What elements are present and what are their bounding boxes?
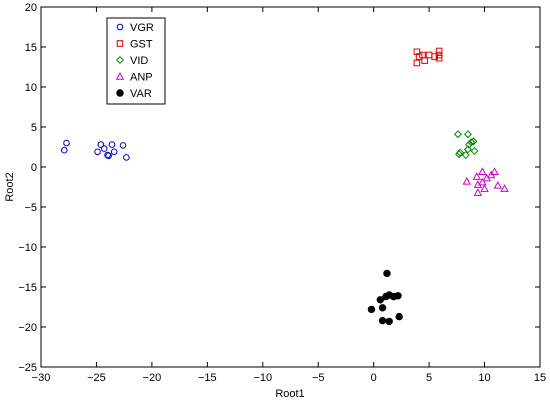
legend-item-var: VAR [116,88,152,100]
data-point [119,142,127,149]
data-point [482,173,492,182]
data-point [97,141,105,148]
y-axis-title: Root2 [4,172,16,201]
data-point [104,151,111,159]
legend-marker [115,55,125,65]
data-point [421,57,428,64]
data-point [431,53,438,60]
x-tick-label: −30 [32,372,51,384]
data-point [376,296,385,304]
legend-item-anp: ANP [115,72,153,84]
data-point [463,130,472,139]
legend-label: VAR [130,88,152,100]
legend-label: GST [130,39,153,51]
x-tick-label: −10 [253,372,272,384]
y-tick-label: 15 [25,42,37,54]
data-point [453,130,462,139]
data-point [469,137,478,146]
data-point [105,152,112,160]
data-point [490,167,499,176]
data-point [435,54,443,62]
x-tick-label: −20 [143,372,162,384]
data-point [470,146,479,156]
series-vid [453,130,479,160]
data-point [378,316,387,325]
data-point [383,269,391,278]
data-point [123,154,130,161]
data-point [367,305,376,314]
data-point [478,167,487,176]
data-point [478,177,487,186]
data-point [461,150,470,160]
x-tick-label: 15 [534,372,546,384]
legend-item-vid: VID [115,55,148,67]
x-tick-label: 5 [426,372,432,384]
series-var [367,269,403,326]
data-point [63,139,70,147]
y-tick-label: 5 [31,122,37,134]
legend-item-gst: GST [116,39,153,51]
data-point [108,141,116,148]
data-point [94,148,101,156]
data-point [110,148,118,156]
data-point [413,59,421,67]
legend-marker [116,89,124,97]
legend-box [106,17,166,105]
legend-marker [116,23,124,31]
data-point [473,188,483,196]
x-tick-label: −15 [198,372,217,384]
y-tick-label: −25 [18,362,37,374]
data-point [395,312,403,321]
data-point [394,292,402,300]
data-point [385,317,393,326]
y-tick-label: −15 [18,282,37,294]
data-point [60,146,68,154]
y-tick-label: 10 [25,82,37,94]
legend-label: ANP [130,72,153,84]
data-point [493,180,503,189]
legend-marker [116,40,124,47]
y-tick-label: −20 [18,322,37,334]
data-point [100,145,108,152]
x-tick-label: −25 [87,372,106,384]
data-point [455,150,464,159]
data-marks [60,47,509,326]
y-tick-label: −10 [18,242,37,254]
y-tick-label: 0 [31,162,37,174]
legend-marker [115,72,125,80]
legend-label: VGR [130,22,154,34]
x-tick-label: 10 [478,372,490,384]
legend: VGR GST VID ANP VAR [106,17,166,105]
x-axis-title: Root1 [275,388,304,400]
plot-frame [40,6,541,368]
legend-label: VID [130,55,148,67]
data-point [500,184,509,192]
data-point [378,304,387,312]
legend-item-vgr: VGR [116,22,154,34]
series-vgr [60,139,130,161]
y-tick-label: 20 [25,2,37,14]
data-point [415,53,423,60]
data-point [480,184,489,192]
data-point [462,176,472,185]
data-point [472,172,482,180]
y-tick-label: −5 [24,202,37,214]
data-point [467,138,476,147]
x-axis: −30 −25 −20 −15 −10 −5 0 5 10 15 [32,7,546,384]
y-axis: −25 −20 −15 −10 −5 0 5 10 15 20 [18,2,540,374]
x-tick-label: 0 [371,372,377,384]
data-point [435,47,443,55]
data-point [463,145,472,154]
x-tick-label: −5 [312,372,325,384]
series-gst [413,47,443,67]
series-anp [462,167,509,196]
